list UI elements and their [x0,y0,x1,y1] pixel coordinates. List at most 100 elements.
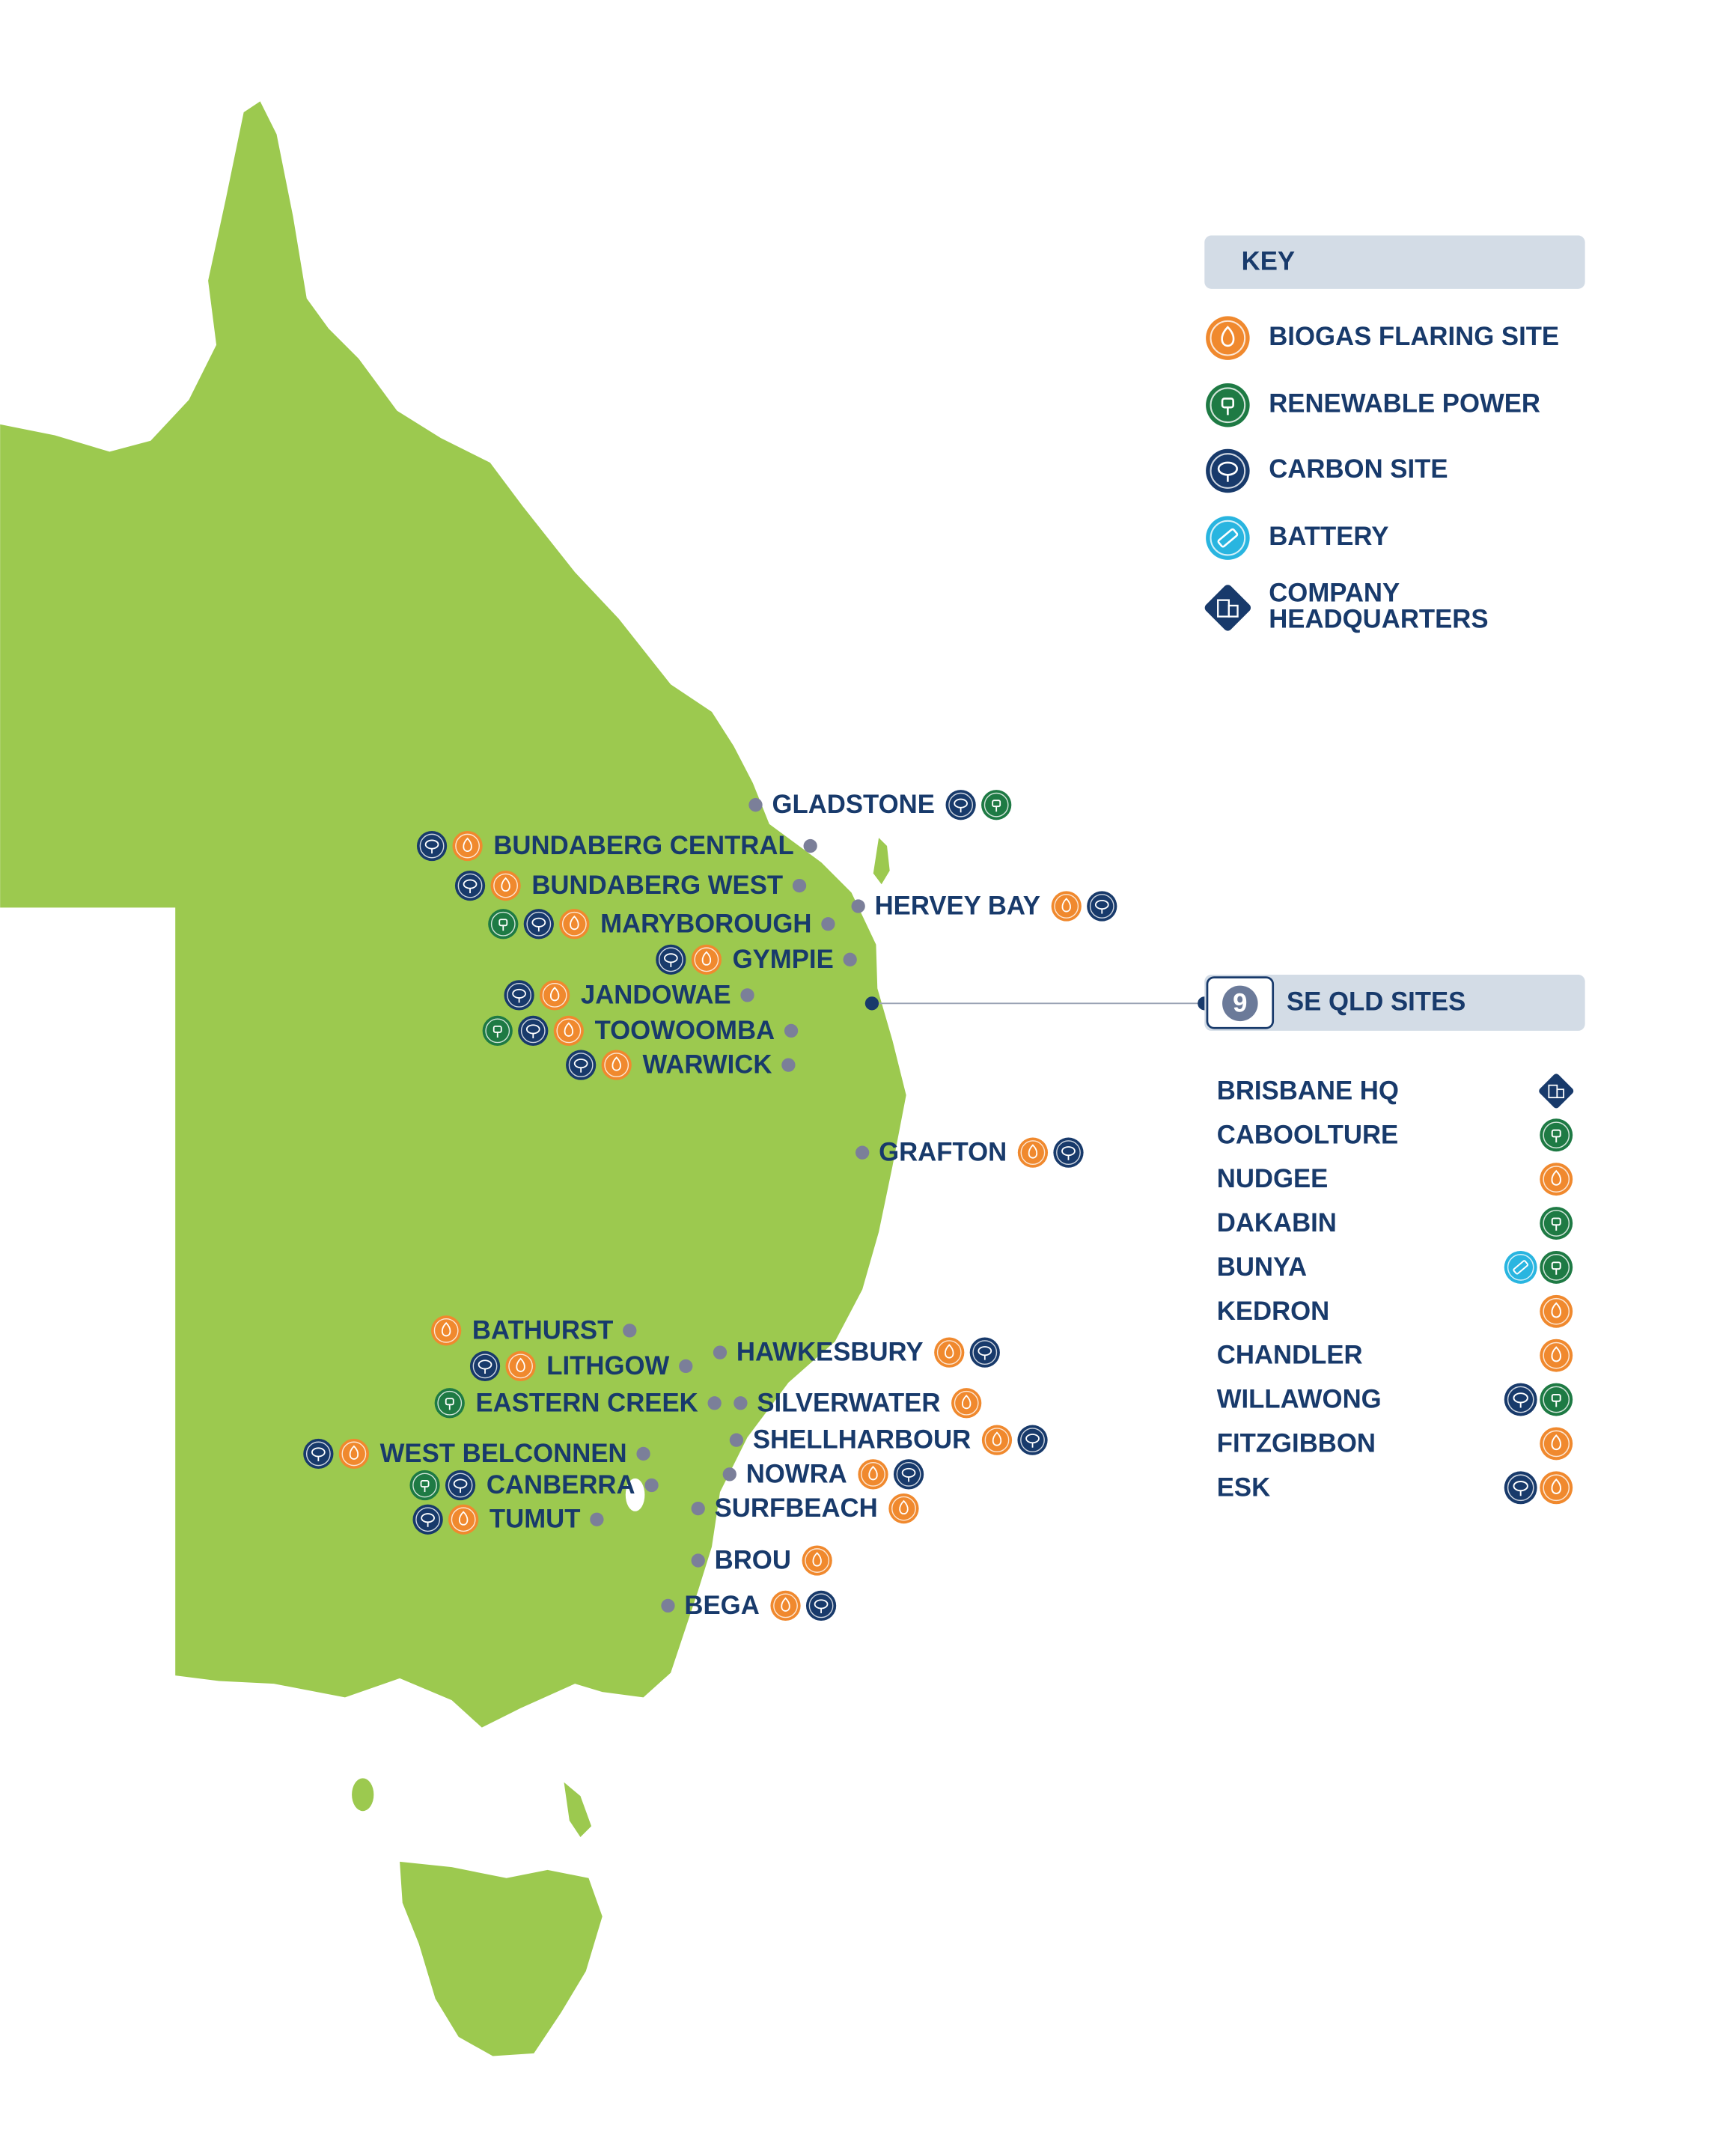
icon-renewable [1540,1207,1573,1240]
icon-shape [416,830,448,862]
icon-glyph [1061,1146,1076,1157]
icon-shape [1504,1471,1537,1505]
icon-glyph [663,953,678,963]
count-circle [1222,985,1258,1022]
icon-glyph [611,1056,621,1071]
icon-ring [1543,1297,1570,1325]
icon-biogas [1206,316,1250,360]
icon-ring [1210,453,1246,489]
icon-carbon [469,1350,501,1382]
icon-ring [1543,1210,1570,1237]
icon-shape [805,1590,837,1621]
icon-biogas [1540,1163,1573,1196]
site-name: BUNDABERG CENTRAL [493,832,793,860]
icon-ring [954,1390,979,1416]
site-name: HERVEY BAY [875,892,1040,921]
icon-shape [1504,1383,1537,1416]
site-name: TUMUT [489,1505,581,1534]
icon-glyph [441,1322,451,1337]
site-dot [691,1501,705,1516]
icon-renewable [1206,383,1250,427]
se-qld-title: SE QLD SITES [1287,988,1466,1017]
icon-shape [1539,1074,1574,1109]
site-name: LITHGOW [546,1352,669,1380]
fraser-island [873,838,890,885]
icon-shape [434,1388,465,1419]
icon-glyph [992,1431,1002,1446]
icon-ring [861,1461,885,1487]
icon-glyph [512,988,526,999]
icon-carbon [566,1050,597,1080]
icon-biogas [338,1438,370,1470]
site-name: BROU [715,1547,791,1575]
icon-ring [808,1593,834,1618]
icon-shape [1540,1118,1573,1152]
icon-shape [656,944,686,975]
se-qld-site-name: DAKABIN [1217,1209,1337,1237]
icon-ring [1543,1121,1570,1149]
icon-glyph [549,987,560,1002]
se-qld-site-name: KEDRON [1217,1297,1330,1326]
site-dot [707,1396,722,1410]
icon-ring [1054,894,1079,919]
icon-shape [1017,1425,1048,1455]
icon-shape [1206,316,1250,360]
lake [625,1478,645,1511]
icon-shape [448,1504,479,1535]
site-dot [781,1058,796,1072]
se-qld-site-name: BRISBANE HQ [1217,1077,1399,1105]
icon-carbon [1053,1137,1084,1168]
site-name: BATHURST [472,1316,613,1345]
icon-carbon [523,909,554,940]
icon-carbon [412,1504,443,1535]
site-dot [821,917,835,931]
icon-ring [508,1353,533,1379]
icon-shape [981,1425,1013,1455]
icon-shape [1504,1250,1537,1284]
icon-carbon [1017,1425,1048,1455]
site-dot [590,1512,604,1526]
icon-shape [504,980,534,1011]
icon-biogas [1540,1471,1573,1505]
icon-glyph [1551,1169,1561,1186]
icon-shape [431,1315,462,1346]
icon-glyph [1227,604,1239,618]
icon-shape [454,870,486,901]
icon-ring [485,1018,510,1044]
site-dot [792,878,807,893]
icon-glyph [478,1359,492,1370]
icon-glyph [1551,1434,1561,1451]
icon-biogas [1017,1137,1049,1168]
icon-shape [1540,1383,1573,1416]
icon-ring [507,982,531,1008]
se-qld-header [1204,974,1585,1031]
site-name: BUNDABERG WEST [531,871,783,900]
icon-ring [415,1507,441,1532]
icon-ring [305,1441,331,1467]
icon-glyph [1556,1088,1564,1099]
icon-glyph [1025,1434,1040,1444]
site-dot [843,952,857,966]
icon-shape [1017,1137,1049,1168]
icon-ring [520,1018,546,1044]
site-name: WEST BELCONNEN [380,1440,627,1468]
icon-biogas [934,1337,965,1368]
icon-ring [1507,1386,1534,1413]
icon-ring [773,1593,798,1618]
icon-glyph [945,1344,954,1359]
key-label: HEADQUARTERS [1269,605,1488,633]
site-dot [661,1598,675,1613]
icon-glyph [564,1022,574,1037]
icon-biogas [691,944,722,975]
icon-ring [493,873,518,898]
icon-renewable [1540,1118,1573,1152]
key-title: KEY [1242,247,1295,275]
icon-biogas [553,1015,584,1047]
icon-ring [419,833,445,859]
icon-ring [1210,387,1246,424]
icon-shape [969,1337,1000,1368]
icon-carbon [1206,448,1250,493]
icon-renewable [1540,1250,1573,1284]
